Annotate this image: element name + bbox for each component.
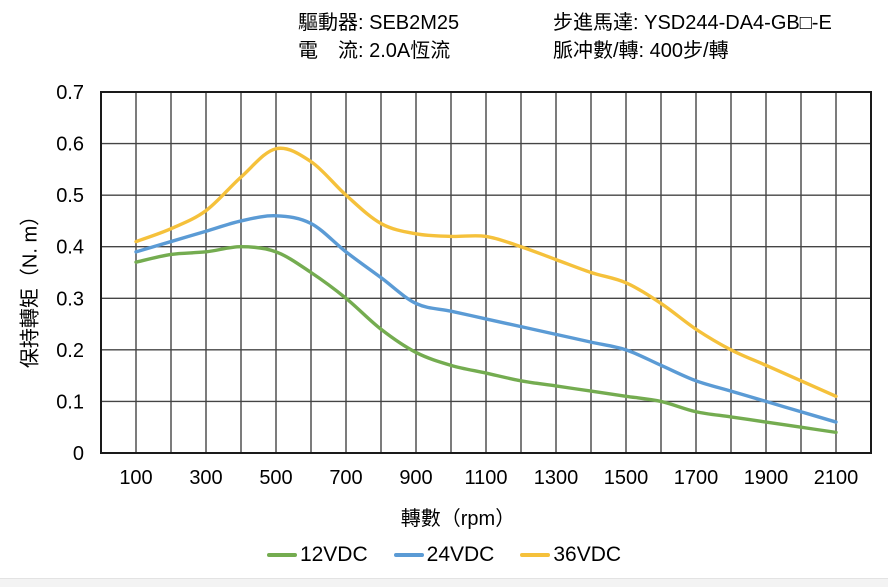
- series-line-36VDC: [134, 146, 838, 398]
- page-bottom-strip: [0, 578, 888, 587]
- plot-border: [100, 91, 872, 454]
- legend-item-24VDC: 24VDC: [393, 543, 495, 567]
- x-tick-label: 2100: [814, 467, 859, 489]
- series-line-12VDC: [134, 245, 838, 435]
- y-tick-label: 0.2: [56, 340, 84, 362]
- header-current-label: 電 流: 2.0A恆流: [298, 40, 451, 62]
- legend-swatch-24VDC: [393, 553, 424, 557]
- legend-swatch-36VDC: [520, 553, 551, 557]
- x-tick-label: 100: [119, 467, 152, 489]
- x-tick-label: 500: [259, 467, 292, 489]
- header-driver-label: 驅動器: SEB2M25: [298, 12, 460, 34]
- y-tick-label: 0.6: [56, 134, 84, 156]
- x-tick-label: 1900: [744, 467, 789, 489]
- legend-item-12VDC: 12VDC: [266, 543, 368, 567]
- x-tick-label: 900: [399, 467, 432, 489]
- y-tick-label: 0.7: [56, 82, 84, 104]
- x-tick-label: 1100: [464, 467, 507, 489]
- y-tick-label: 0.4: [56, 237, 84, 259]
- y-tick-label: 0.5: [56, 185, 84, 207]
- x-tick-label: 1500: [604, 467, 649, 489]
- x-axis-title: 轉數（rpm）: [400, 508, 516, 530]
- y-tick-label: 0.3: [56, 288, 84, 310]
- legend-label: 12VDC: [299, 543, 368, 566]
- header-motor-label: 步進馬達: YSD244-DA4-GB□-E: [553, 12, 832, 34]
- legend-swatch-12VDC: [266, 553, 297, 557]
- x-tick-label: 700: [329, 467, 362, 489]
- chart-legend: 12VDC 24VDC 36VDC: [0, 543, 888, 567]
- y-tick-label: 0: [73, 443, 84, 465]
- legend-label: 36VDC: [553, 543, 622, 566]
- x-tick-label: 1700: [674, 467, 719, 489]
- header-pulse-label: 脈冲數/轉: 400步/轉: [553, 40, 729, 62]
- y-axis-title: 保持轉矩（N. m）: [19, 205, 42, 369]
- legend-item-36VDC: 36VDC: [520, 543, 621, 567]
- series-line-24VDC: [134, 214, 838, 424]
- y-tick-label: 0.1: [56, 391, 84, 413]
- legend-label: 24VDC: [426, 543, 495, 566]
- x-tick-label: 1300: [534, 467, 579, 489]
- x-tick-label: 300: [189, 467, 222, 489]
